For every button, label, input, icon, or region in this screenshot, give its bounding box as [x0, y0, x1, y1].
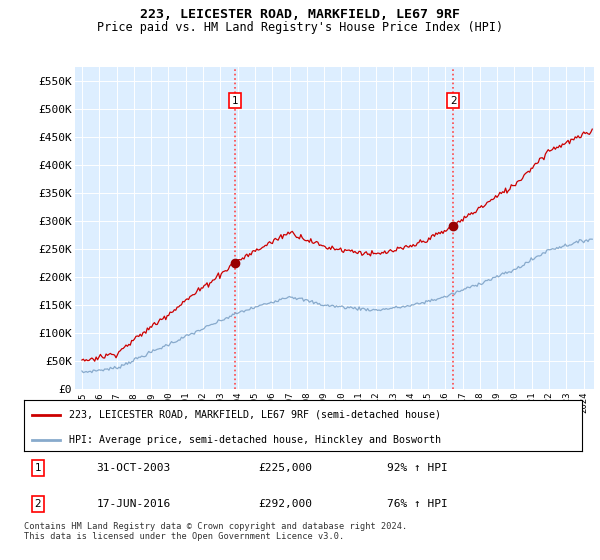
Text: 223, LEICESTER ROAD, MARKFIELD, LE67 9RF: 223, LEICESTER ROAD, MARKFIELD, LE67 9RF — [140, 8, 460, 21]
Text: Contains HM Land Registry data © Crown copyright and database right 2024.
This d: Contains HM Land Registry data © Crown c… — [24, 522, 407, 542]
Text: Price paid vs. HM Land Registry's House Price Index (HPI): Price paid vs. HM Land Registry's House … — [97, 21, 503, 34]
Text: £225,000: £225,000 — [259, 463, 313, 473]
Text: 92% ↑ HPI: 92% ↑ HPI — [387, 463, 448, 473]
Text: 31-OCT-2003: 31-OCT-2003 — [97, 463, 171, 473]
Text: 17-JUN-2016: 17-JUN-2016 — [97, 499, 171, 509]
Text: 2: 2 — [35, 499, 41, 509]
Text: HPI: Average price, semi-detached house, Hinckley and Bosworth: HPI: Average price, semi-detached house,… — [68, 435, 440, 445]
Text: 223, LEICESTER ROAD, MARKFIELD, LE67 9RF (semi-detached house): 223, LEICESTER ROAD, MARKFIELD, LE67 9RF… — [68, 409, 440, 419]
Text: 76% ↑ HPI: 76% ↑ HPI — [387, 499, 448, 509]
Text: 2: 2 — [450, 96, 457, 106]
Text: £292,000: £292,000 — [259, 499, 313, 509]
Text: 1: 1 — [35, 463, 41, 473]
Text: 1: 1 — [232, 96, 238, 106]
